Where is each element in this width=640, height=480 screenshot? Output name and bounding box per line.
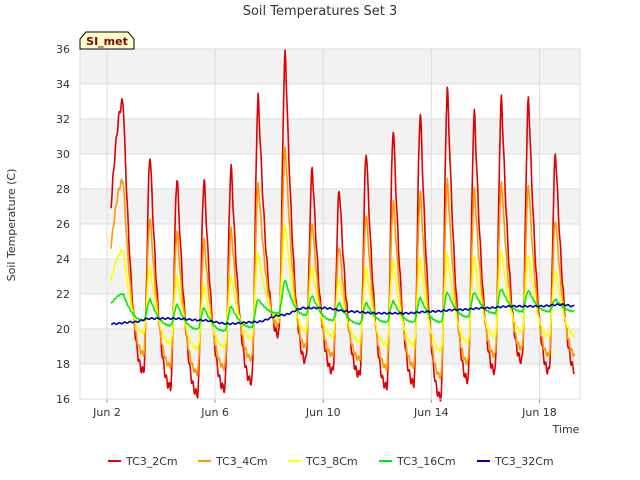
x-axis-label: Time xyxy=(552,423,580,436)
x-tick-label: Jun 2 xyxy=(92,406,121,419)
chart-title: Soil Temperatures Set 3 xyxy=(243,4,398,19)
legend-label: TC3_4Cm xyxy=(215,455,268,468)
axes xyxy=(79,48,581,403)
x-tick-label: Jun 10 xyxy=(305,406,341,419)
y-tick-label: 32 xyxy=(56,113,70,126)
y-tick-label: 22 xyxy=(56,288,70,301)
y-tick-label: 20 xyxy=(56,323,70,336)
site-badge-label: SI_met xyxy=(86,35,128,48)
y-tick-label: 36 xyxy=(56,43,70,56)
x-tick-label: Jun 18 xyxy=(521,406,557,419)
series-line-tc3-8cm xyxy=(110,224,575,353)
site-badge-box xyxy=(79,31,135,50)
background-bands xyxy=(80,49,580,364)
y-tick-label: 30 xyxy=(56,148,70,161)
y-axis-label: Soil Temperature (C) xyxy=(5,169,18,282)
series-line-tc3-32cm xyxy=(110,303,575,326)
y-tick-label: 28 xyxy=(56,183,70,196)
background-band xyxy=(80,189,580,224)
series-lines xyxy=(110,49,576,402)
site-badge: SI_met xyxy=(79,31,135,50)
legend: TC3_2Cm TC3_4Cm TC3_8Cm TC3_16Cm TC3_32Cm xyxy=(108,455,554,468)
y-tick-label: 26 xyxy=(56,218,70,231)
legend-label: TC3_16Cm xyxy=(396,455,456,468)
x-tick-label: Jun 6 xyxy=(200,406,229,419)
legend-label: TC3_2Cm xyxy=(125,455,178,468)
legend-label: TC3_8Cm xyxy=(305,455,358,468)
tick-labels: 16 18 20 22 24 26 28 30 32 34 36 Jun 2 Jun 6 Jun 10 Ju… xyxy=(56,43,557,419)
background-band xyxy=(80,119,580,154)
y-tick-label: 24 xyxy=(56,253,70,266)
x-tick-label: Jun 14 xyxy=(413,406,449,419)
legend-label: TC3_32Cm xyxy=(494,455,554,468)
background-band xyxy=(80,329,580,364)
background-band xyxy=(80,49,580,84)
y-tick-label: 18 xyxy=(56,358,70,371)
y-tick-label: 34 xyxy=(56,78,70,91)
y-tick-label: 16 xyxy=(56,393,70,406)
plot-border xyxy=(79,48,581,400)
